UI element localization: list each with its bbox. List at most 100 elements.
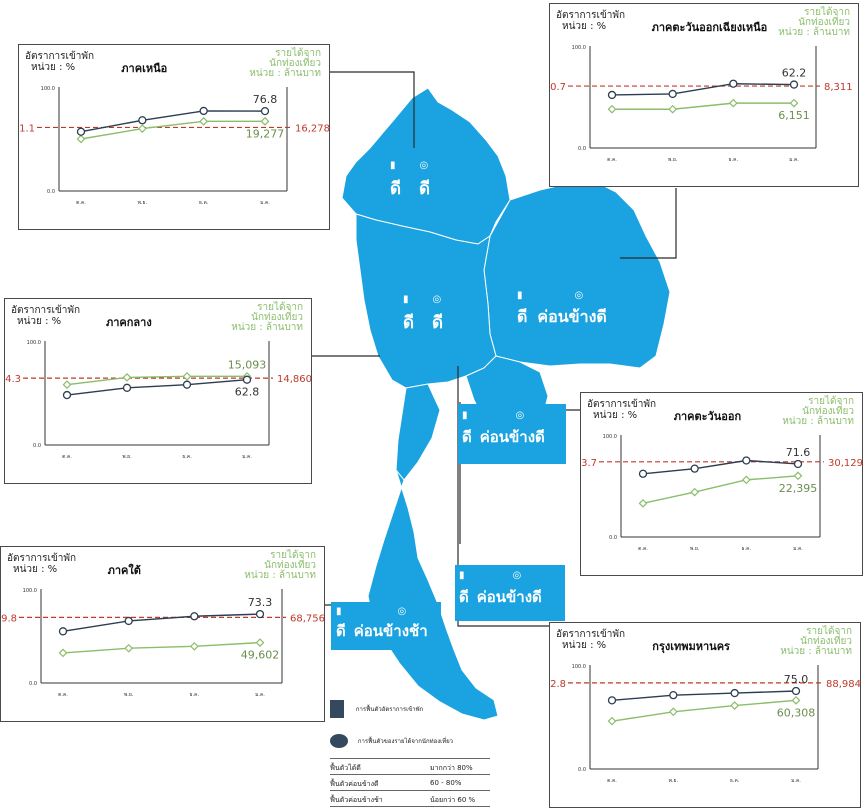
income-label: รายได้จาก [804,7,850,18]
income-series-point [741,475,751,485]
data-label-income: 6,151 [778,109,810,122]
chart-title: ภาคตะวันออก [673,410,742,423]
chart-panel-north: 100.0 0.0 ต.ค. พ.ย. ธ.ค. ม.ค. 61.1 16,278 76.8 19… [18,44,330,230]
occupancy-series-point [789,80,799,89]
chart-panel-northeast: 100.0 0.0 ต.ค. พ.ย. ธ.ค. ม.ค. 60.7 8,311 62.2 6,1… [549,3,859,187]
occupancy-series-point [668,89,677,99]
income-label: รายได้จาก [275,48,321,59]
y-tick-label: 0.0 [609,535,617,541]
chart-title: ภาคตะวันออกเฉียงเหนือ [651,21,768,34]
y-tick-label: 0.0 [47,189,55,195]
legend-row: ฟื้นตัวค่อนข้างช้า น้อยกว่า 60 % [330,791,490,807]
occupancy-series-point [791,686,801,696]
x-tick-label: ธ.ค. [190,692,200,698]
chart-svg: 100.0 0.0 ต.ค. พ.ย. ธ.ค. ม.ค. 69.8 68,756 73.3 49… [1,588,324,698]
legend-inc: การฟื้นตัวของรายได้จากนักท่องเที่ยว [330,734,453,748]
chart-panel-east: 100.0 0.0 ต.ค. พ.ย. ธ.ค. ม.ค. 73.7 30,129 71.6 22… [580,392,863,576]
chart-svg: 100.0 0.0 ต.ค. พ.ย. ธ.ค. ม.ค. 60.7 8,311 62.2 6,1… [550,45,853,163]
income-label: รายได้จาก [257,302,303,313]
income-series-point [62,380,72,390]
y-tick-label: 0.0 [578,146,586,152]
data-label-income: 22,395 [779,482,818,495]
income-series-line [611,699,797,722]
occupancy-series-point [190,612,199,621]
occupancy-label: อัตราการเข้าพัก [11,305,81,316]
occupancy-series-point [255,609,265,619]
chart-svg: 100.0 0.0 ต.ค. พ.ย. ธ.ค. ม.ค. 61.1 16,278 76.8 19… [19,86,329,206]
hotel-icon: ▮ [336,606,342,617]
region-south [367,469,499,721]
y-tick-label: 100.0 [27,340,41,346]
legend-occ: การฟื้นตัวอัตราการเข้าพัก [330,700,423,718]
occupancy-series-point [690,464,699,473]
x-tick-label: พ.ย. [668,157,678,163]
income-label: นักท่องเที่ยว [251,312,303,323]
income-series-point [182,371,192,381]
occupancy-series-point [607,696,617,705]
badge-northeast: ▮ ◎ ดี ค่อนข้างดี [517,290,607,326]
income-label: นักท่องเที่ยว [798,17,850,28]
income-label: นักท่องเที่ยว [800,636,852,647]
threshold-income: 88,984 [826,679,860,690]
income-series-point [607,104,617,114]
income-series-point [124,643,134,653]
data-label-occupancy: 73.3 [248,596,273,609]
x-tick-label: ต.ค. [607,778,617,784]
threshold-income: 30,129 [828,458,862,469]
x-tick-label: ม.ค. [242,454,252,460]
region-west [395,383,441,481]
income-unit: หน่วย : ล้านบาท [778,27,850,38]
income-series-point [260,116,270,126]
income-series-point [793,471,803,481]
region-north [341,87,511,245]
income-series-line [80,120,265,140]
income-series-line [612,102,794,110]
badge-bangkok: ▮ ◎ ดี ค่อนข้างดี [459,570,542,606]
hotel-icon: ▮ [459,570,465,581]
coins-icon: ◎ [397,606,407,617]
legend-row: ฟื้นตัวได้ดี มากกว่า 80% [330,759,490,775]
coins-icon: ◎ [419,160,429,171]
income-unit: หน่วย : ล้านบาท [782,416,854,427]
threshold-income: 14,860 [277,374,311,385]
income-series-point [255,638,265,647]
income-label: รายได้จาก [806,626,852,637]
threshold-occupancy: 82.8 [550,679,566,690]
x-tick-label: ธ.ค. [199,200,209,206]
occupancy-series-line [611,83,795,96]
hotel-icon: ▮ [390,160,396,171]
occupancy-series-point [793,459,803,469]
income-unit: หน่วย : ล้านบาท [780,646,852,657]
legend-row: ฟื้นตัวค่อนข้างดี 60 - 80% [330,775,490,791]
threshold-occupancy: 64.3 [5,374,21,385]
occupancy-series-point [260,106,270,116]
income-unit: หน่วย : ล้านบาท [244,570,316,581]
data-label-occupancy: 62.8 [235,386,260,399]
x-tick-label: ต.ค. [76,200,86,206]
income-series-point [607,716,617,726]
occupancy-unit: หน่วย : % [562,640,607,651]
income-series-point [137,124,147,133]
occupancy-unit: หน่วย : % [593,410,638,421]
occupancy-series-point [242,375,252,384]
chart-svg: 100.0 0.0 ต.ค. พ.ย. ธ.ค. ม.ค. 64.3 14,860 62.8 15… [5,340,311,460]
occupancy-series-point [182,380,192,389]
occupancy-label: อัตราการเข้าพัก [587,399,657,410]
y-tick-label: 100.0 [41,86,55,92]
income-unit: หน่วย : ล้านบาท [249,68,321,79]
threshold-income: 8,311 [824,82,853,93]
x-tick-label: ธ.ค. [729,157,739,163]
income-series-point [730,701,740,710]
x-tick-label: พ.ย. [122,454,132,460]
income-series-point [76,134,86,144]
threshold-occupancy: 60.7 [550,82,566,93]
y-tick-label: 0.0 [578,767,586,773]
x-tick-label: ธ.ค. [730,778,740,784]
occupancy-series-line [642,459,799,475]
occupancy-label: อัตราการเข้าพัก [7,553,77,564]
y-tick-label: 100.0 [23,588,37,594]
occupancy-series-point [729,79,738,88]
chart-panel-bangkok: 100.0 0.0 ต.ค. พ.ย. ธ.ค. ม.ค. 82.8 88,984 75.0 60… [549,622,861,808]
data-label-income: 15,093 [228,358,267,371]
hotel-icon: ▮ [462,410,468,421]
